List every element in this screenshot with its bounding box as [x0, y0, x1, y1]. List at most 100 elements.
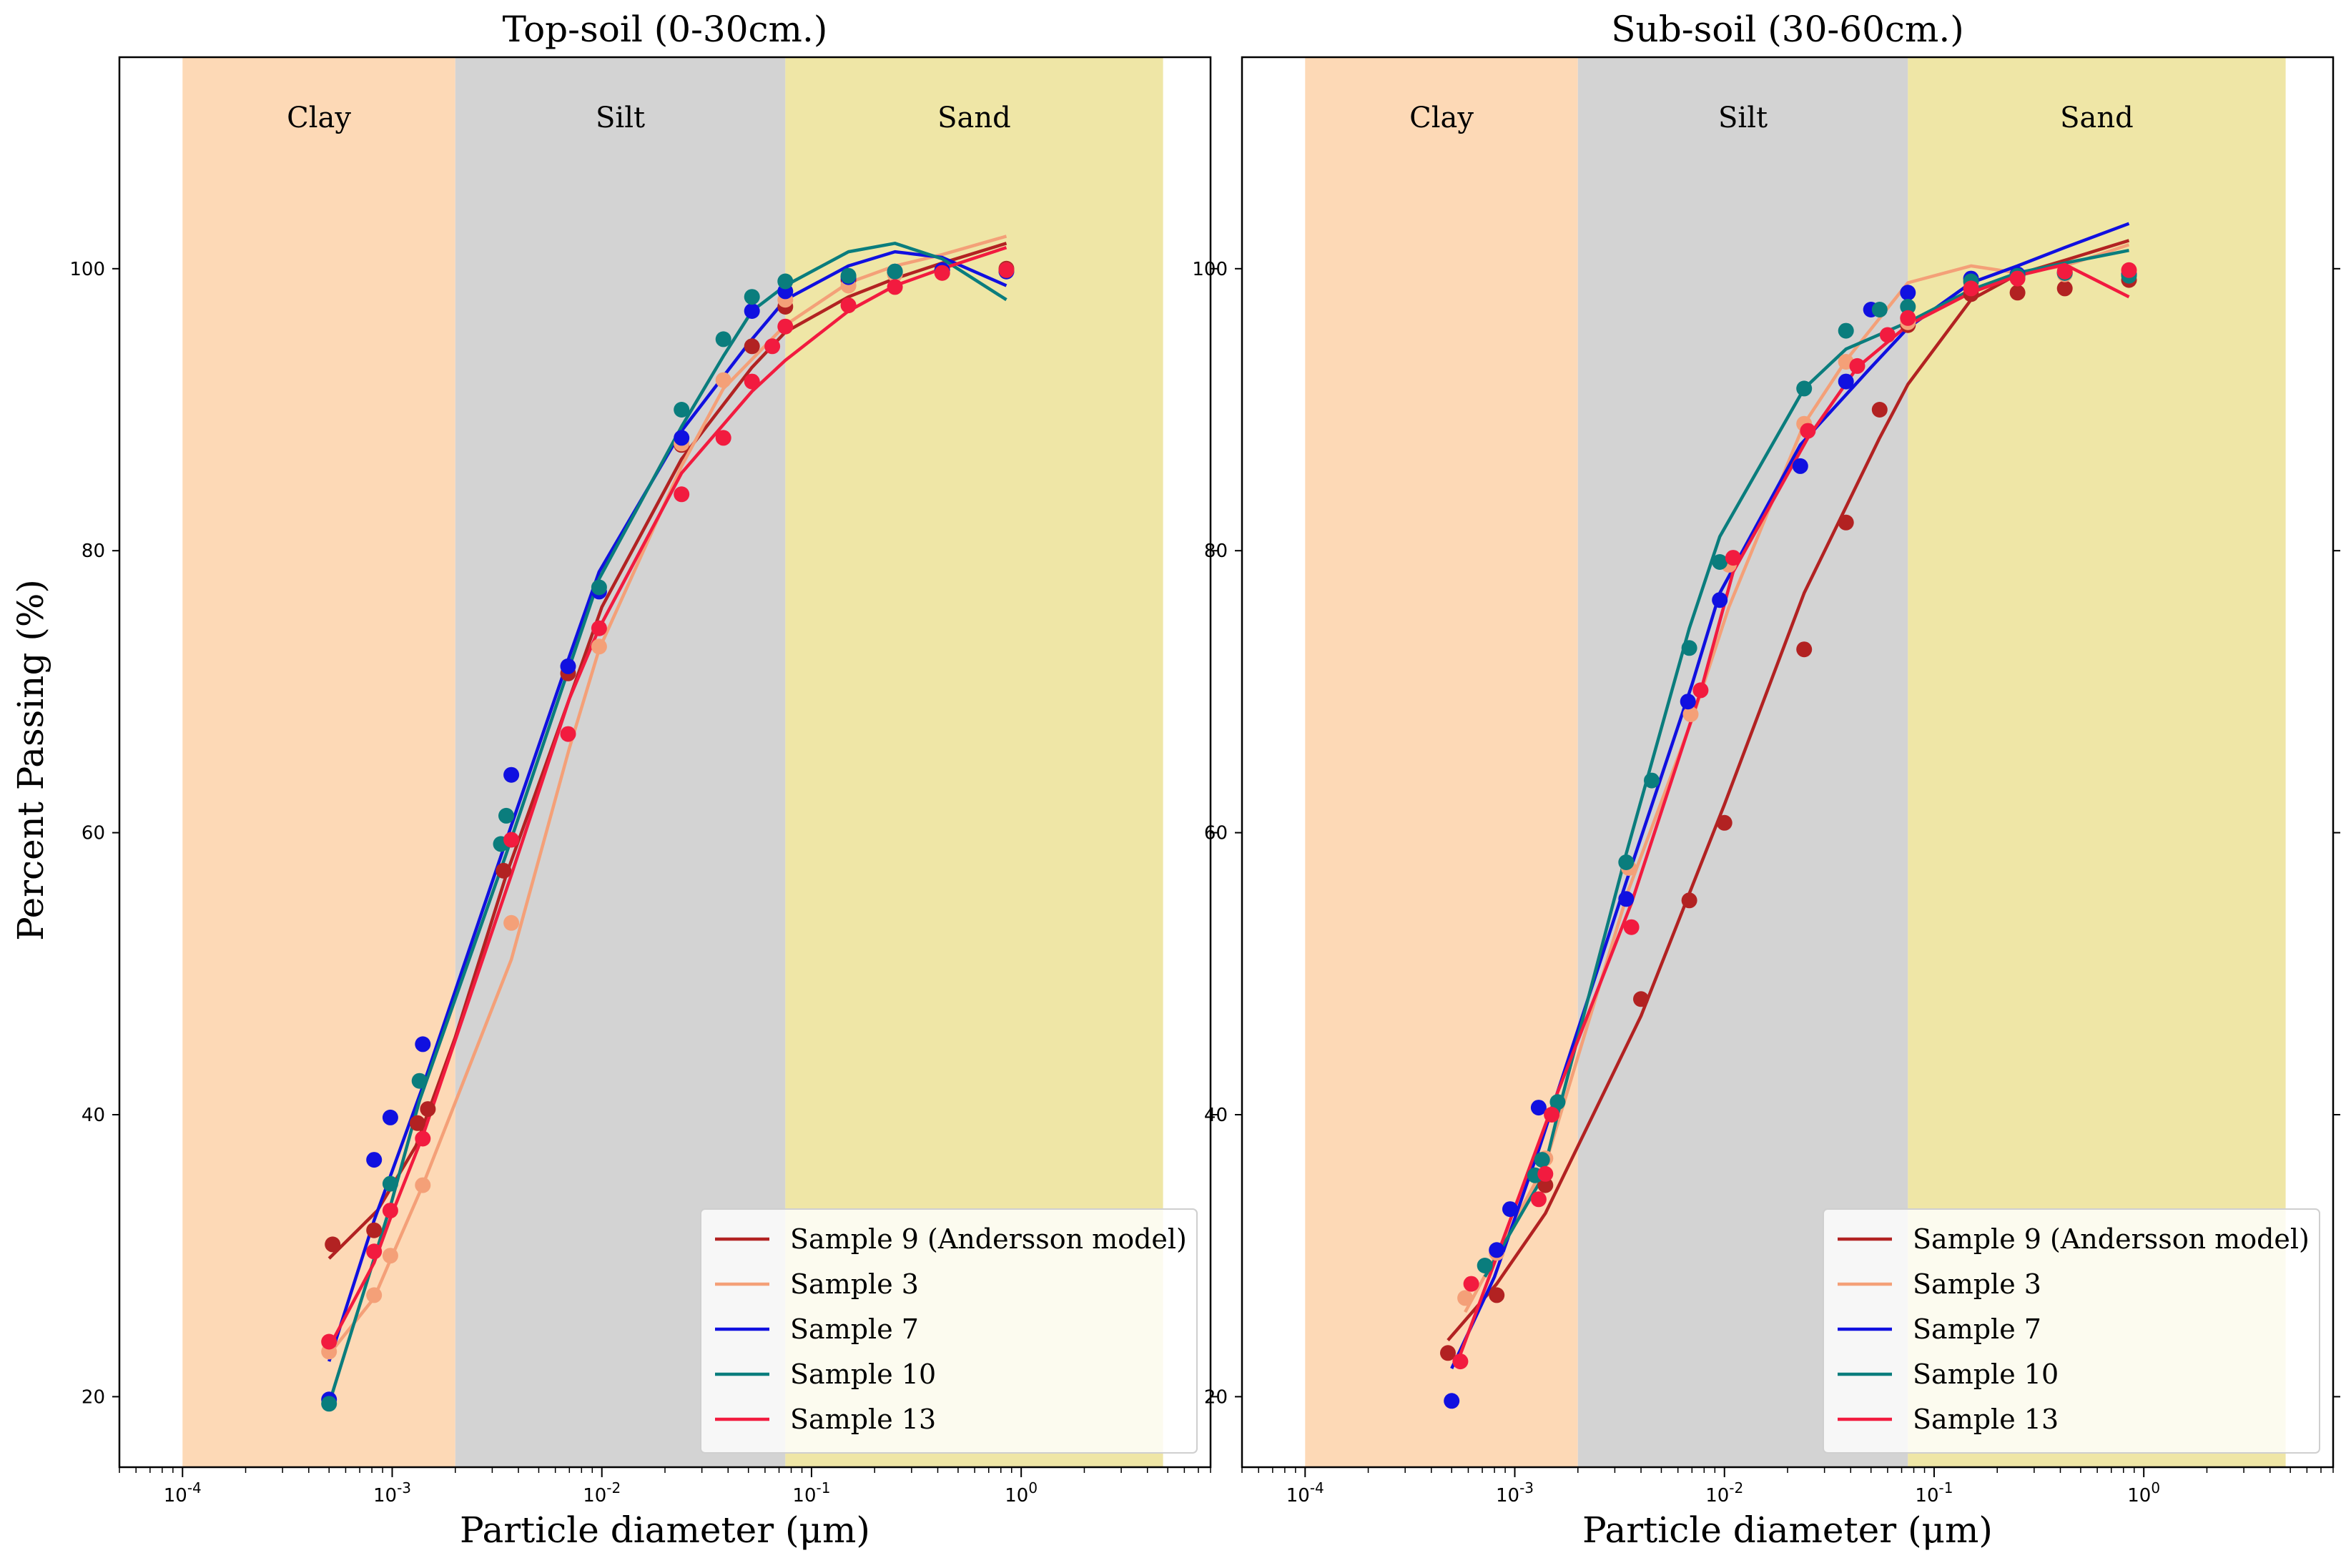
data-point-sample-7 [1502, 1201, 1518, 1218]
data-point-sample-13 [321, 1333, 337, 1350]
y-tick-label: 20 [1204, 1386, 1228, 1408]
chart-title: Sub-soil (30-60cm.) [1611, 9, 1963, 50]
data-point-sample-3 [382, 1248, 398, 1264]
data-point-sample-13 [382, 1203, 398, 1219]
data-point-sample-7 [744, 303, 760, 319]
y-tick-label: 100 [1192, 259, 1228, 280]
data-point-sample-10 [591, 579, 607, 596]
data-point-sample-7 [1444, 1393, 1460, 1409]
band-clay [182, 57, 455, 1467]
data-point-sample-10 [715, 331, 731, 347]
data-point-sample-9-andersson-model [1796, 641, 1813, 658]
legend-label-sample-3: Sample 3 [1913, 1268, 2041, 1300]
data-point-sample-10 [382, 1175, 398, 1192]
data-point-sample-13 [1800, 423, 1816, 439]
band-clay [1305, 57, 1578, 1467]
data-point-sample-3 [1457, 1290, 1474, 1306]
data-point-sample-13 [2009, 270, 2026, 287]
data-point-sample-9-andersson-model [1633, 991, 1649, 1007]
data-point-sample-13 [744, 373, 760, 390]
y-tick-label: 60 [1204, 823, 1228, 844]
data-point-sample-7 [1792, 458, 1808, 474]
data-point-sample-13 [2056, 263, 2073, 280]
x-tick-label: 10-2 [1705, 1479, 1743, 1507]
data-point-sample-13 [366, 1243, 383, 1260]
data-point-sample-13 [1452, 1353, 1469, 1370]
band-label-silt: Silt [1718, 102, 1768, 134]
x-tick-label: 10-3 [1496, 1479, 1534, 1507]
data-point-sample-9-andersson-model [325, 1236, 341, 1253]
data-point-sample-10 [1549, 1094, 1566, 1110]
series-line-sample-7 [1450, 222, 2130, 1369]
x-axis-label: Particle diameter (μm) [460, 1509, 870, 1551]
data-point-sample-10 [321, 1396, 337, 1412]
series-line-sample-10 [327, 242, 1007, 1404]
data-point-sample-13 [1900, 310, 1916, 326]
data-point-sample-13 [1692, 682, 1709, 699]
data-point-sample-10 [1838, 322, 1854, 339]
data-point-sample-9-andersson-model [366, 1222, 383, 1238]
y-tick-label: 80 [82, 541, 105, 562]
series-line-sample-13 [327, 246, 1007, 1348]
data-point-sample-9-andersson-model [1838, 514, 1854, 531]
x-tick-label: 100 [1005, 1479, 1038, 1507]
y-tick-label: 60 [82, 823, 105, 844]
y-tick-label: 40 [82, 1105, 105, 1126]
series-line-sample-3 [327, 235, 1007, 1356]
data-point-sample-10 [1796, 380, 1813, 397]
data-point-sample-7 [415, 1036, 431, 1052]
data-point-sample-7 [560, 658, 576, 674]
data-point-sample-10 [1534, 1152, 1550, 1168]
legend-label-sample-7: Sample 7 [1913, 1313, 2041, 1345]
sub-soil-panel: Clay Silt Sand 20 40 60 80 100 10-4 10-3 10-2 10-1 1… [1192, 9, 2340, 1551]
data-point-sample-13 [777, 318, 794, 335]
x-tick-label: 10-1 [1915, 1479, 1953, 1507]
legend-label-sample-9-andersson-model: Sample 9 (Andersson model) [1913, 1223, 2310, 1255]
data-point-sample-9-andersson-model [744, 338, 760, 355]
data-point-sample-13 [715, 430, 731, 446]
data-point-sample-7 [1900, 285, 1916, 301]
y-axis-label: Percent Passing (%) [10, 579, 51, 941]
legend-label-sample-3: Sample 3 [790, 1268, 919, 1300]
data-point-sample-13 [1963, 280, 1979, 297]
data-point-sample-3 [715, 372, 731, 388]
data-point-sample-7 [503, 766, 520, 783]
data-point-sample-13 [887, 279, 903, 295]
data-point-sample-13 [503, 832, 520, 848]
data-point-sample-10 [1871, 302, 1888, 317]
band-label-clay: Clay [287, 102, 351, 134]
x-axis-label: Particle diameter (μm) [1582, 1509, 1993, 1551]
legend-label-sample-9-andersson-model: Sample 9 (Andersson model) [790, 1223, 1187, 1255]
data-point-sample-13 [998, 262, 1015, 278]
data-point-sample-10 [1477, 1258, 1493, 1273]
data-point-sample-13 [2121, 262, 2137, 278]
band-label-silt: Silt [596, 102, 645, 134]
data-point-sample-13 [1544, 1107, 1560, 1123]
data-point-sample-13 [1725, 550, 1741, 566]
data-point-sample-10 [1712, 554, 1728, 570]
data-point-sample-10 [1900, 299, 1916, 315]
data-point-sample-10 [777, 273, 794, 290]
data-point-sample-3 [503, 914, 520, 931]
data-point-sample-10 [411, 1073, 428, 1089]
data-point-sample-7 [1530, 1100, 1547, 1116]
legend-label-sample-10: Sample 10 [790, 1359, 936, 1390]
data-point-sample-9-andersson-model [409, 1115, 425, 1131]
y-tick-label: 20 [82, 1386, 105, 1408]
data-point-sample-10 [840, 267, 857, 284]
data-point-sample-10 [674, 402, 690, 418]
data-point-sample-3 [591, 638, 607, 655]
data-point-sample-13 [1623, 919, 1640, 935]
top-soil-panel: Clay Silt Sand 20 40 60 80 100 10-4 10-3 10-2 10-1 1… [69, 9, 1218, 1551]
y-tick-label: 100 [69, 259, 105, 280]
data-point-sample-13 [591, 620, 607, 636]
data-point-sample-9-andersson-model [496, 862, 512, 879]
x-tick-label: 10-1 [792, 1479, 830, 1507]
legend-label-sample-7: Sample 7 [790, 1313, 919, 1345]
data-point-sample-7 [1680, 694, 1696, 710]
data-point-sample-7 [382, 1109, 398, 1125]
data-point-sample-7 [1712, 592, 1728, 608]
x-tick-label: 10-2 [583, 1479, 621, 1507]
data-point-sample-13 [674, 486, 690, 503]
data-point-sample-3 [415, 1177, 431, 1193]
